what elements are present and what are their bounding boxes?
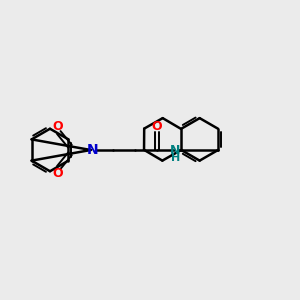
Text: N: N: [87, 143, 99, 157]
Text: O: O: [52, 167, 63, 180]
Text: N: N: [170, 143, 180, 157]
Text: H: H: [171, 153, 180, 163]
Text: O: O: [152, 119, 162, 133]
Text: O: O: [52, 120, 63, 133]
